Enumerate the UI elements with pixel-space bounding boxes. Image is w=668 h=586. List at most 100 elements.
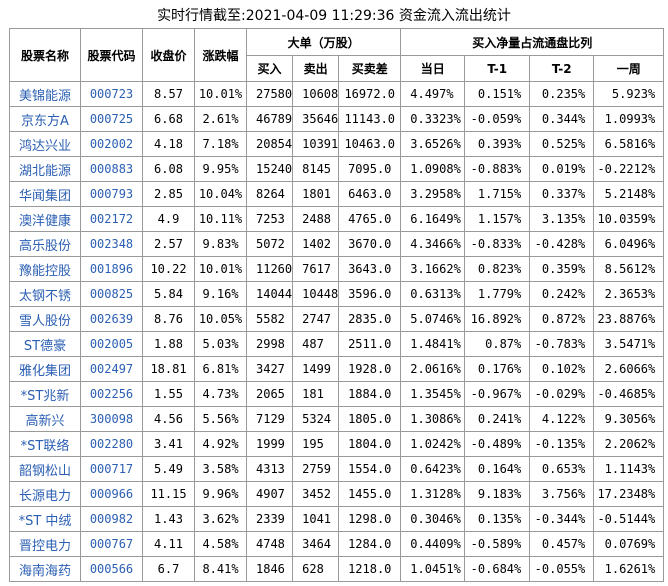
buy-volume: 15240: [245, 156, 294, 182]
buy-volume: 3427: [245, 356, 294, 382]
col-header-code: 股票代码: [80, 28, 143, 82]
table-row: 华闻集团 000793 2.85 10.04% 8264 1801 6463.0 3.2958…: [9, 181, 665, 207]
sell-volume: 628: [292, 556, 340, 582]
stock-code-link[interactable]: 000793: [80, 181, 143, 207]
stock-code-link[interactable]: 000883: [80, 156, 143, 182]
ratio-t1: 0.176%: [464, 356, 531, 382]
stock-code-link[interactable]: 002639: [80, 306, 143, 332]
net-volume: 1805.0: [338, 406, 402, 432]
stock-name-link[interactable]: 太钢不锈: [9, 281, 81, 307]
stock-name-link[interactable]: 鸿达兴业: [9, 131, 81, 157]
col-header-close: 收盘价: [142, 28, 195, 82]
close-price: 4.9: [142, 206, 195, 232]
table-row: 豫能控股 001896 10.22 10.01% 11260 7617 3643.0 3.16…: [9, 256, 665, 282]
ratio-t2: 0.525%: [529, 131, 595, 157]
stock-code-link[interactable]: 002002: [80, 131, 143, 157]
stock-code-link[interactable]: 002005: [80, 331, 143, 357]
stock-name-link[interactable]: 雪人股份: [9, 306, 81, 332]
ratio-today: 4.3466%: [400, 231, 466, 257]
change-pct: 10.04%: [194, 181, 247, 207]
header-row-2: 买入 卖出 买卖差 当日 T-1 T-2 一周: [10, 55, 665, 82]
ratio-week: 5.2148%: [593, 181, 665, 207]
close-price: 6.08: [142, 156, 195, 182]
ratio-t1: 0.393%: [464, 131, 531, 157]
sell-volume: 3452: [292, 481, 340, 507]
stock-code-link[interactable]: 002172: [80, 206, 143, 232]
stock-code-link[interactable]: 000723: [80, 81, 143, 107]
sell-volume: 10448: [292, 281, 340, 307]
stock-name-link[interactable]: *ST 中绒: [9, 506, 81, 532]
sell-volume: 2488: [292, 206, 340, 232]
change-pct: 4.58%: [194, 531, 247, 557]
buy-volume: 27580: [245, 81, 294, 107]
table-row: 湖北能源 000883 6.08 9.95% 15240 8145 7095.0 1.0908…: [9, 156, 665, 182]
stock-name-link[interactable]: 高乐股份: [9, 231, 81, 257]
net-volume: 4765.0: [338, 206, 402, 232]
ratio-t2: 3.135%: [529, 206, 595, 232]
stock-name-link[interactable]: 晋控电力: [9, 531, 81, 557]
ratio-t2: 0.235%: [529, 81, 595, 107]
stock-code-link[interactable]: 000566: [80, 556, 143, 582]
ratio-today: 1.3128%: [400, 481, 466, 507]
sell-volume: 8145: [292, 156, 340, 182]
net-volume: 3596.0: [338, 281, 402, 307]
close-price: 2.57: [142, 231, 195, 257]
change-pct: 5.56%: [194, 406, 247, 432]
ratio-week: 10.0359%: [593, 206, 665, 232]
stock-code-link[interactable]: 000725: [80, 106, 143, 132]
stock-code-link[interactable]: 000717: [80, 456, 143, 482]
stock-code-link[interactable]: 002256: [80, 381, 143, 407]
ratio-t1: -0.489%: [464, 431, 531, 457]
stock-name-link[interactable]: 湖北能源: [9, 156, 81, 182]
sell-volume: 35646: [292, 106, 340, 132]
net-volume: 16972.0: [338, 81, 402, 107]
ratio-t1: -0.589%: [464, 531, 531, 557]
stock-name-link[interactable]: 雅化集团: [9, 356, 81, 382]
change-pct: 7.18%: [194, 131, 247, 157]
table-row: 鸿达兴业 002002 4.18 7.18% 20854 10391 10463.0 3.65…: [9, 131, 665, 157]
net-volume: 6463.0: [338, 181, 402, 207]
stock-name-link[interactable]: 澳洋健康: [9, 206, 81, 232]
stock-code-link[interactable]: 000825: [80, 281, 143, 307]
ratio-t1: -0.833%: [464, 231, 531, 257]
stock-name-link[interactable]: 美锦能源: [9, 81, 81, 107]
ratio-t1: 0.164%: [464, 456, 531, 482]
stock-name-link[interactable]: *ST联络: [9, 431, 81, 457]
ratio-t2: 3.756%: [529, 481, 595, 507]
stock-code-link[interactable]: 001896: [80, 256, 143, 282]
stock-name-link[interactable]: 高新兴: [9, 406, 81, 432]
ratio-week: -0.2212%: [593, 156, 665, 182]
ratio-week: 8.5612%: [593, 256, 665, 282]
stock-code-link[interactable]: 000767: [80, 531, 143, 557]
stock-name-link[interactable]: 海南海药: [9, 556, 81, 582]
stock-name-link[interactable]: 豫能控股: [9, 256, 81, 282]
page-title: 实时行情截至:2021-04-09 11:29:36 资金流入流出统计: [157, 8, 511, 24]
col-header-week: 一周: [593, 55, 665, 82]
stock-code-link[interactable]: 002280: [80, 431, 143, 457]
ratio-today: 1.0242%: [400, 431, 466, 457]
stock-name-link[interactable]: 长源电力: [9, 481, 81, 507]
ratio-week: 5.923%: [593, 81, 665, 107]
ratio-week: 9.3056%: [593, 406, 665, 432]
stock-name-link[interactable]: 华闻集团: [9, 181, 81, 207]
stock-code-link[interactable]: 000982: [80, 506, 143, 532]
sell-volume: 1499: [292, 356, 340, 382]
stock-code-link[interactable]: 002348: [80, 231, 143, 257]
ratio-t2: 0.344%: [529, 106, 595, 132]
ratio-t2: -0.029%: [529, 381, 595, 407]
stock-code-link[interactable]: 300098: [80, 406, 143, 432]
ratio-today: 0.6313%: [400, 281, 466, 307]
change-pct: 9.96%: [194, 481, 247, 507]
table-row: 海南海药 000566 6.7 8.41% 1846 628 1218.0 1.0451% -0…: [9, 556, 665, 582]
ratio-t1: 1.715%: [464, 181, 531, 207]
ratio-t2: 4.122%: [529, 406, 595, 432]
stock-name-link[interactable]: 京东方A: [9, 106, 81, 132]
stock-code-link[interactable]: 000966: [80, 481, 143, 507]
ratio-t2: -0.428%: [529, 231, 595, 257]
ratio-t1: 0.241%: [464, 406, 531, 432]
stock-name-link[interactable]: *ST兆新: [9, 381, 81, 407]
stock-name-link[interactable]: ST德豪: [9, 331, 81, 357]
table-row: ST德豪 002005 1.88 5.03% 2998 487 2511.0 1.4841% 0…: [9, 331, 665, 357]
stock-code-link[interactable]: 002497: [80, 356, 143, 382]
stock-name-link[interactable]: 韶钢松山: [9, 456, 81, 482]
